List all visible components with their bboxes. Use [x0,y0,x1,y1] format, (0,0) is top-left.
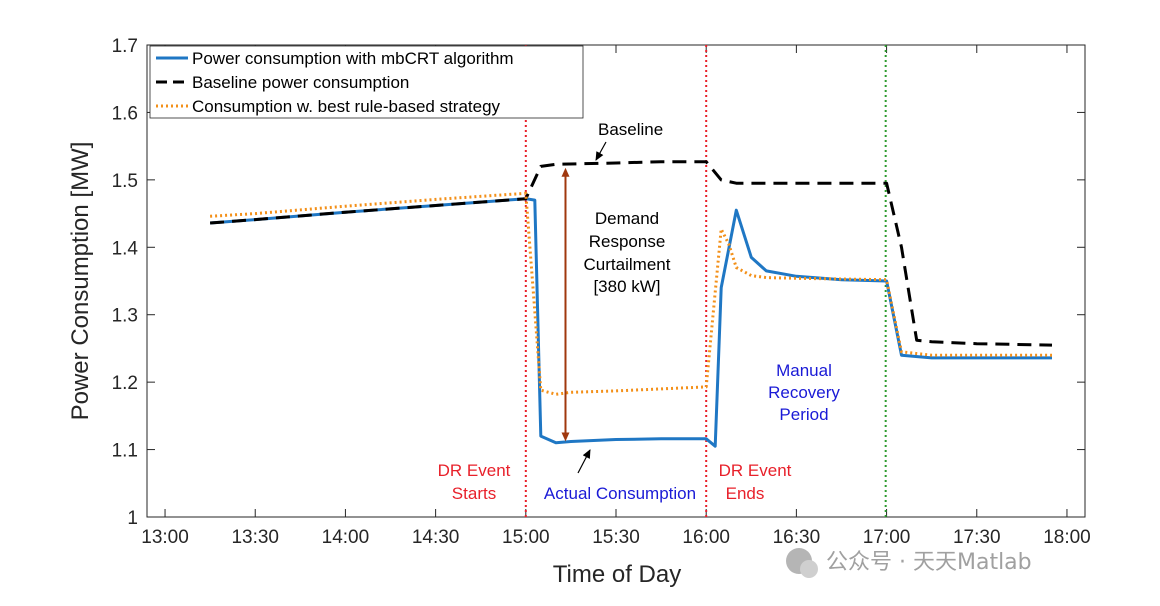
legend: Power consumption with mbCRT algorithm B… [149,45,584,119]
y-tick-label: 1.2 [112,373,138,394]
dr-end-label-line2: Ends [726,484,765,503]
y-tick-label: 1.3 [112,306,138,327]
x-tick-label: 16:00 [682,527,730,548]
demand-label-line3: Curtailment [584,255,671,274]
actual-consumption-arrow [577,449,591,474]
legend-box [149,45,584,119]
dr-end-annotation: DR Event Ends [719,461,792,503]
demand-label-line1: Demand [595,209,659,228]
y-tick-label: 1.4 [112,238,139,259]
series-line-1 [209,160,1053,347]
x-tick-label: 18:00 [1043,527,1091,548]
x-tick-label: 14:30 [412,527,460,548]
x-tick-label: 16:30 [773,527,821,548]
x-tick-label: 15:30 [592,527,640,548]
x-axis-title: Time of Day [553,561,681,588]
legend-label-rule-based: Consumption w. best rule-based strategy [192,97,501,116]
x-tick-label: 13:00 [141,527,189,548]
wechat-icon-bubble [800,560,818,578]
baseline-annotation-label: Baseline [598,120,663,139]
actual-consumption-label: Actual Consumption [544,484,696,503]
axis-ticks: 13:00 13:30 14:00 14:30 15:00 15:30 16:00 16:30… [112,36,1091,548]
series-line-2 [210,191,1052,396]
demand-label-line4: [380 kW] [593,277,660,296]
manual-recovery-annotation: Manual Recovery Period [768,361,840,424]
y-tick-label: 1.6 [112,103,138,124]
y-tick-label: 1.5 [112,171,138,192]
demand-label-line2: Response [589,232,666,251]
y-tick-label: 1.1 [112,441,138,462]
x-tick-label: 14:00 [322,527,370,548]
legend-label-mbcrt: Power consumption with mbCRT algorithm [192,49,514,68]
watermark-text: 公众号 · 天天Matlab [826,550,1032,575]
x-tick-label: 17:30 [953,527,1001,548]
dr-start-label-line2: Starts [452,484,496,503]
legend-label-baseline: Baseline power consumption [192,73,409,92]
manual-recovery-line3: Period [779,405,828,424]
x-tick-label: 15:00 [502,527,550,548]
y-tick-label: 1 [127,508,138,529]
dr-start-label-line1: DR Event [438,461,511,480]
manual-recovery-line1: Manual [776,361,832,380]
dr-end-label-line1: DR Event [719,461,792,480]
demand-response-annotation: Demand Response Curtailment [380 kW] [584,209,671,296]
watermark: 公众号 · 天天Matlab [786,548,1032,578]
baseline-annotation-arrow [595,141,607,161]
manual-recovery-line2: Recovery [768,383,840,402]
baseline-annotation: Baseline [595,120,663,161]
series-lines [209,160,1053,448]
dr-start-annotation: DR Event Starts [438,461,511,503]
y-axis-title: Power Consumption [MW] [67,142,94,421]
actual-consumption-annotation: Actual Consumption [544,449,696,503]
y-tick-label: 1.7 [112,36,138,57]
x-tick-label: 13:30 [231,527,279,548]
x-tick-label: 17:00 [863,527,911,548]
